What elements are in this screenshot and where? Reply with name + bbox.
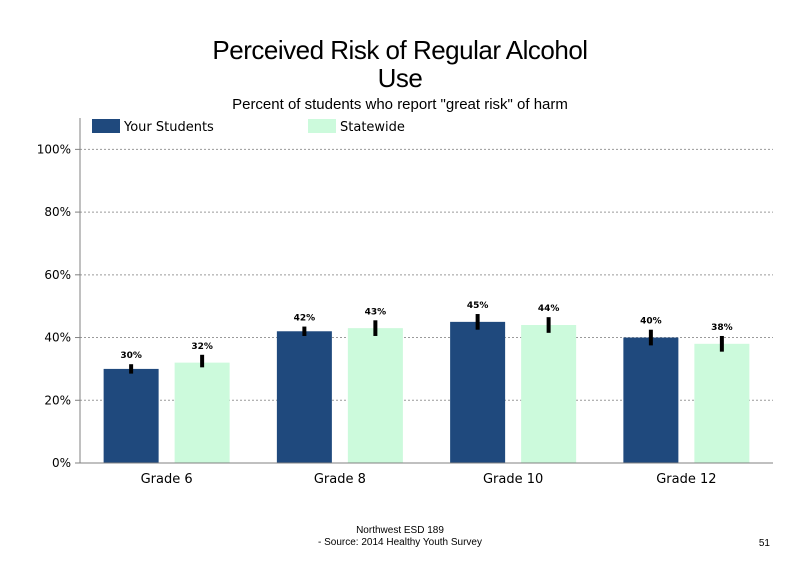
data-label: 44% (538, 304, 560, 314)
y-tick-label: 80% (44, 205, 71, 219)
footer-source-line: - Source: 2014 Healthy Youth Survey (318, 537, 482, 548)
data-label: 40% (640, 317, 662, 327)
data-label: 45% (467, 301, 489, 311)
chart-title-line-1: Perceived Risk of Regular Alcohol (212, 35, 588, 65)
legend-swatch (308, 119, 336, 133)
x-tick-label: Grade 10 (483, 472, 543, 487)
footer-org: Northwest ESD 189 (356, 525, 444, 536)
data-label: 32% (191, 342, 213, 352)
chart-title: Perceived Risk of Regular Alcohol Use (150, 36, 650, 92)
bar (103, 368, 159, 463)
data-label: 30% (120, 351, 142, 361)
bar (694, 343, 750, 463)
bar (276, 331, 332, 463)
page-number: 51 (758, 538, 770, 549)
x-tick-label: Grade 6 (141, 472, 193, 487)
bar (521, 325, 577, 463)
chart-subtitle: Percent of students who report "great ri… (232, 96, 568, 113)
bar (623, 337, 679, 463)
bar (174, 362, 230, 463)
data-label: 42% (294, 314, 316, 324)
bar (450, 321, 506, 463)
legend-label: Your Students (123, 120, 214, 135)
legend-label: Statewide (340, 120, 405, 135)
footer-source: Northwest ESD 189 - Source: 2014 Healthy… (280, 525, 520, 549)
y-tick-label: 100% (37, 142, 71, 156)
data-label: 38% (711, 323, 733, 333)
x-tick-label: Grade 12 (656, 472, 716, 487)
y-tick-label: 60% (44, 268, 71, 282)
bar (347, 328, 403, 463)
y-tick-label: 40% (44, 331, 71, 345)
y-tick-label: 0% (52, 456, 71, 470)
data-label: 43% (365, 307, 387, 317)
x-tick-label: Grade 8 (314, 472, 366, 487)
chart-title-line-2: Use (377, 63, 423, 93)
legend-swatch (92, 119, 120, 133)
y-tick-label: 20% (44, 393, 71, 407)
